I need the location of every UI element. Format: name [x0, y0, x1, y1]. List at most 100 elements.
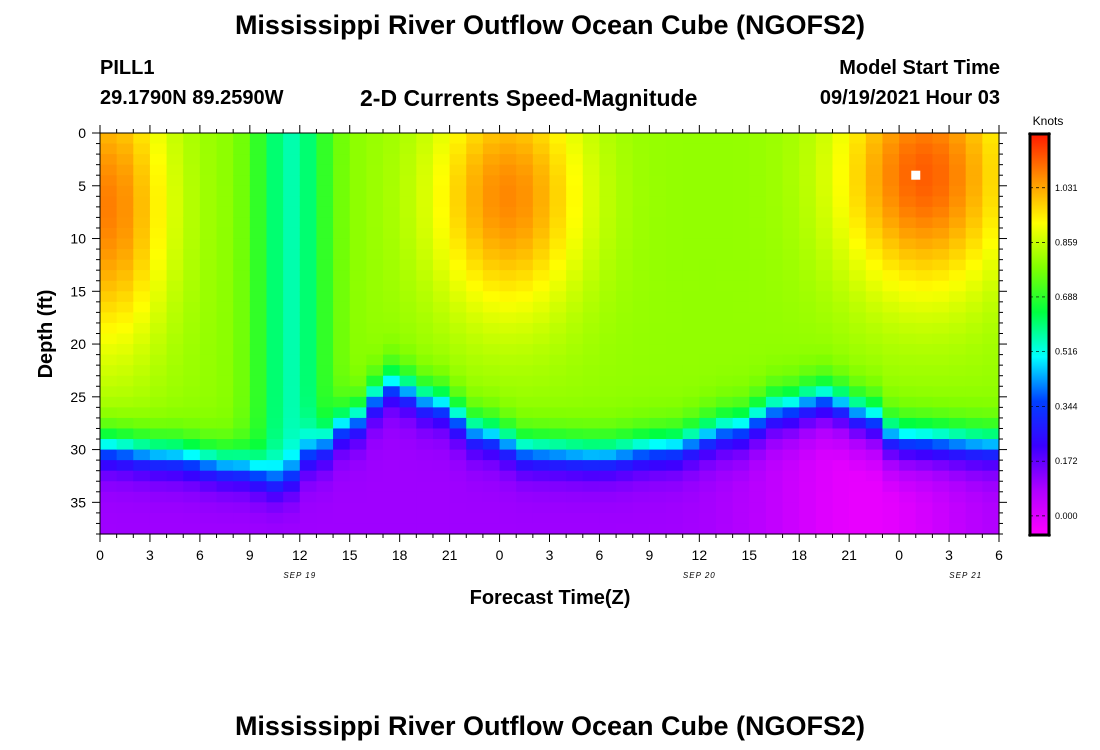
heatmap-cell [333, 322, 351, 335]
heatmap-cell [732, 301, 750, 313]
heatmap-cell [416, 312, 434, 324]
heatmap-cell [682, 312, 700, 324]
heatmap-cell [333, 523, 351, 535]
x-tick-label: 21 [841, 547, 857, 563]
heatmap-cell [682, 386, 700, 398]
heatmap-cell [582, 133, 601, 145]
heatmap-cell [116, 417, 134, 430]
heatmap-cell [666, 470, 684, 482]
heatmap-cell [765, 291, 784, 303]
x-tick-label: 18 [791, 547, 807, 563]
heatmap-cell [333, 259, 351, 271]
heatmap-cell [832, 512, 850, 525]
heatmap-cell [965, 175, 983, 187]
heatmap-cell [133, 238, 151, 250]
heatmap-cell [416, 206, 434, 219]
heatmap-cell [283, 133, 301, 145]
heatmap-cell [399, 417, 417, 430]
heatmap-cell [849, 502, 867, 514]
heatmap-cell [682, 365, 700, 377]
heatmap-cell [699, 312, 717, 324]
heatmap-cell [233, 322, 251, 335]
heatmap-cell [366, 481, 384, 493]
heatmap-cell [549, 449, 567, 461]
heatmap-cell [715, 185, 734, 197]
heatmap-cell [799, 133, 817, 145]
heatmap-cell [915, 196, 934, 208]
heatmap-cell [183, 375, 201, 387]
heatmap-cell [949, 280, 967, 292]
heatmap-cell [616, 143, 634, 155]
heatmap-cell [549, 354, 567, 366]
heatmap-cell [815, 175, 834, 187]
heatmap-cell [466, 386, 484, 398]
heatmap-cell [599, 312, 617, 324]
heatmap-cell [715, 407, 734, 419]
heatmap-cell [566, 481, 584, 493]
heatmap-cell [249, 301, 268, 313]
heatmap-cell [316, 133, 334, 145]
heatmap-cell [616, 249, 634, 261]
heatmap-cell [732, 449, 750, 461]
heatmap-cell [166, 344, 184, 356]
heatmap-cell [882, 428, 900, 440]
heatmap-cell [432, 407, 451, 419]
heatmap-cell [366, 143, 384, 155]
heatmap-cell [199, 354, 218, 366]
heatmap-cell [949, 206, 967, 219]
heatmap-cell [432, 428, 451, 440]
heatmap-cell [333, 301, 351, 313]
heatmap-cell [932, 470, 950, 482]
heatmap-cell [799, 481, 817, 493]
heatmap-cell [799, 196, 817, 208]
heatmap-cell [133, 217, 151, 229]
heatmap-cell [932, 449, 950, 461]
heatmap-cell [466, 133, 484, 145]
heatmap-cell [899, 491, 917, 503]
heatmap-cell [782, 301, 800, 313]
heatmap-cell [915, 249, 934, 261]
heatmap-cell [466, 227, 484, 240]
heatmap-cell [199, 322, 218, 335]
heatmap-cell [982, 196, 1000, 208]
heatmap-cell [582, 206, 601, 219]
heatmap-cell [249, 270, 268, 282]
heatmap-cell [765, 196, 784, 208]
heatmap-cell [482, 217, 501, 229]
heatmap-cell [482, 238, 501, 250]
heatmap-cell [166, 491, 184, 503]
y-tick-label: 10 [70, 231, 86, 247]
heatmap-cell [133, 512, 151, 525]
heatmap-cell [199, 375, 218, 387]
heatmap-cell [532, 375, 551, 387]
heatmap-cell [815, 164, 834, 176]
heatmap-cell [133, 291, 151, 303]
heatmap-cell [715, 375, 734, 387]
heatmap-cell [865, 270, 884, 282]
heatmap-cell [399, 217, 417, 229]
heatmap-cell [532, 154, 551, 166]
heatmap-cell [516, 206, 534, 219]
heatmap-cell [233, 259, 251, 271]
heatmap-cell [399, 238, 417, 250]
heatmap-cell [366, 386, 384, 398]
heatmap-cell [449, 365, 467, 377]
heatmap-cell [383, 428, 401, 440]
heatmap-cell [532, 428, 551, 440]
heatmap-cell [982, 143, 1000, 155]
heatmap-cell [366, 354, 384, 366]
heatmap-cell [133, 428, 151, 440]
colorbar-corner [1028, 533, 1032, 537]
heatmap-cell [532, 322, 551, 335]
heatmap-cell [782, 249, 800, 261]
heatmap-cell [266, 301, 284, 313]
heatmap-cell [366, 439, 384, 451]
heatmap-cell [899, 164, 917, 176]
heatmap-cell [865, 449, 884, 461]
heatmap-cell [732, 386, 750, 398]
heatmap-cell [932, 175, 950, 187]
heatmap-cell [299, 143, 318, 155]
heatmap-cell [832, 238, 850, 250]
heatmap-cell [566, 196, 584, 208]
heatmap-cell [532, 143, 551, 155]
